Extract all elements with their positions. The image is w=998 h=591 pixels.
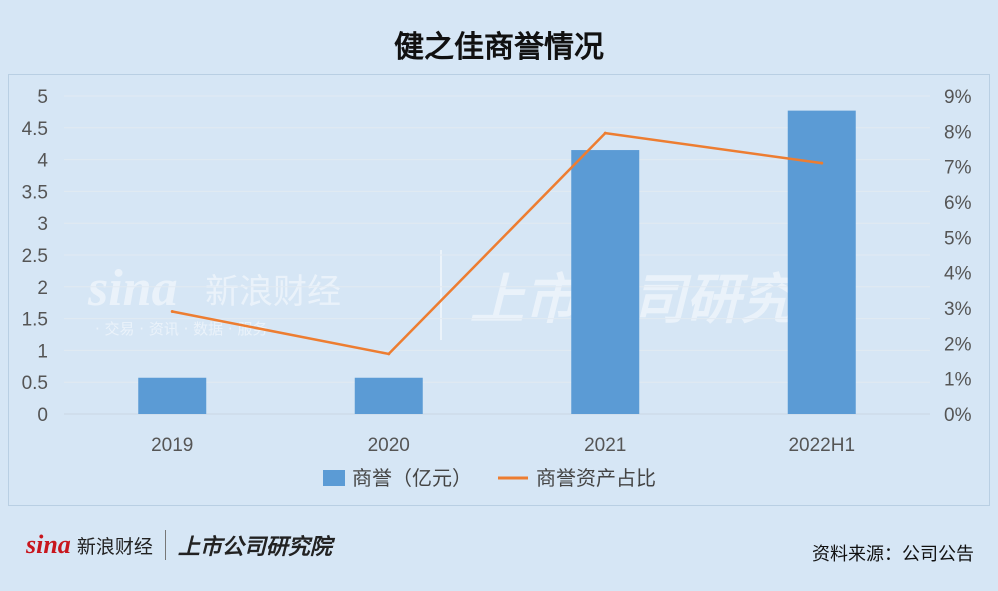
watermark-divider — [440, 250, 442, 340]
chart-title: 健之佳商誉情况 — [394, 30, 604, 65]
left-axis-tick-label: 1 — [37, 341, 48, 362]
right-axis-tick-label: 9% — [944, 87, 972, 108]
x-axis-tick-label: 2022H1 — [788, 435, 855, 456]
sina-logo: sina — [26, 530, 71, 559]
x-axis-tick-label: 2021 — [584, 435, 626, 456]
bar — [787, 110, 856, 415]
right-axis-tick-label: 4% — [944, 264, 972, 285]
left-axis-tick-label: 2 — [37, 278, 48, 299]
line-point — [170, 310, 174, 314]
right-axis-tick-label: 0% — [944, 405, 972, 426]
left-axis-tick-label: 4.5 — [22, 119, 48, 140]
left-axis-tick-label: 0.5 — [22, 373, 48, 394]
left-axis-tick-label: 3.5 — [22, 182, 48, 203]
right-axis-tick-label: 2% — [944, 334, 972, 355]
sina-logo-text: 新浪财经 — [76, 535, 153, 558]
x-axis-tick-label: 2019 — [151, 435, 193, 456]
line-point — [387, 352, 391, 356]
left-axis-tick-label: 2.5 — [22, 246, 48, 267]
x-axis-tick-label: 2020 — [368, 435, 410, 456]
watermark-sina: sina — [87, 260, 178, 317]
logo-divider — [164, 530, 166, 560]
left-axis-tick-label: 5 — [37, 87, 48, 108]
legend: 商誉（亿元） 商誉资产占比 — [323, 466, 656, 490]
watermark: sina 新浪财经 · 交易 · 资讯 · 数据 · 服务 上市公司研究院 — [87, 250, 856, 340]
right-axis-tick-label: 8% — [944, 122, 972, 143]
source-note: 资料来源：公司公告 — [812, 544, 974, 565]
line-point — [603, 131, 607, 135]
right-axis-tick-label: 6% — [944, 193, 972, 214]
watermark-tagline: · 交易 · 资讯 · 数据 · 服务 — [95, 320, 267, 338]
left-axis-tick-label: 3 — [37, 214, 48, 235]
watermark-sina-cn: 新浪财经 — [205, 272, 341, 312]
plot-panel — [8, 74, 990, 506]
line-point — [820, 161, 824, 165]
right-axis-tick-label: 7% — [944, 158, 972, 179]
legend-label-line: 商誉资产占比 — [536, 466, 656, 490]
right-axis-tick-label: 3% — [944, 299, 972, 320]
bar — [354, 377, 423, 414]
line-series — [172, 131, 822, 356]
legend-swatch-bar — [323, 470, 345, 486]
right-axis-tick-label: 1% — [944, 370, 972, 391]
legend-label-bar: 商誉（亿元） — [352, 466, 472, 490]
left-axis-tick-label: 4 — [37, 151, 48, 172]
left-axis-tick-label: 1.5 — [22, 310, 48, 331]
right-axis-tick-label: 5% — [944, 228, 972, 249]
footer-logo: sina 新浪财经 上市公司研究院 — [26, 525, 332, 565]
bar — [138, 377, 207, 414]
institute-logo-text: 上市公司研究院 — [177, 535, 332, 560]
bar — [571, 150, 640, 414]
left-axis-tick-label: 0 — [37, 405, 48, 426]
